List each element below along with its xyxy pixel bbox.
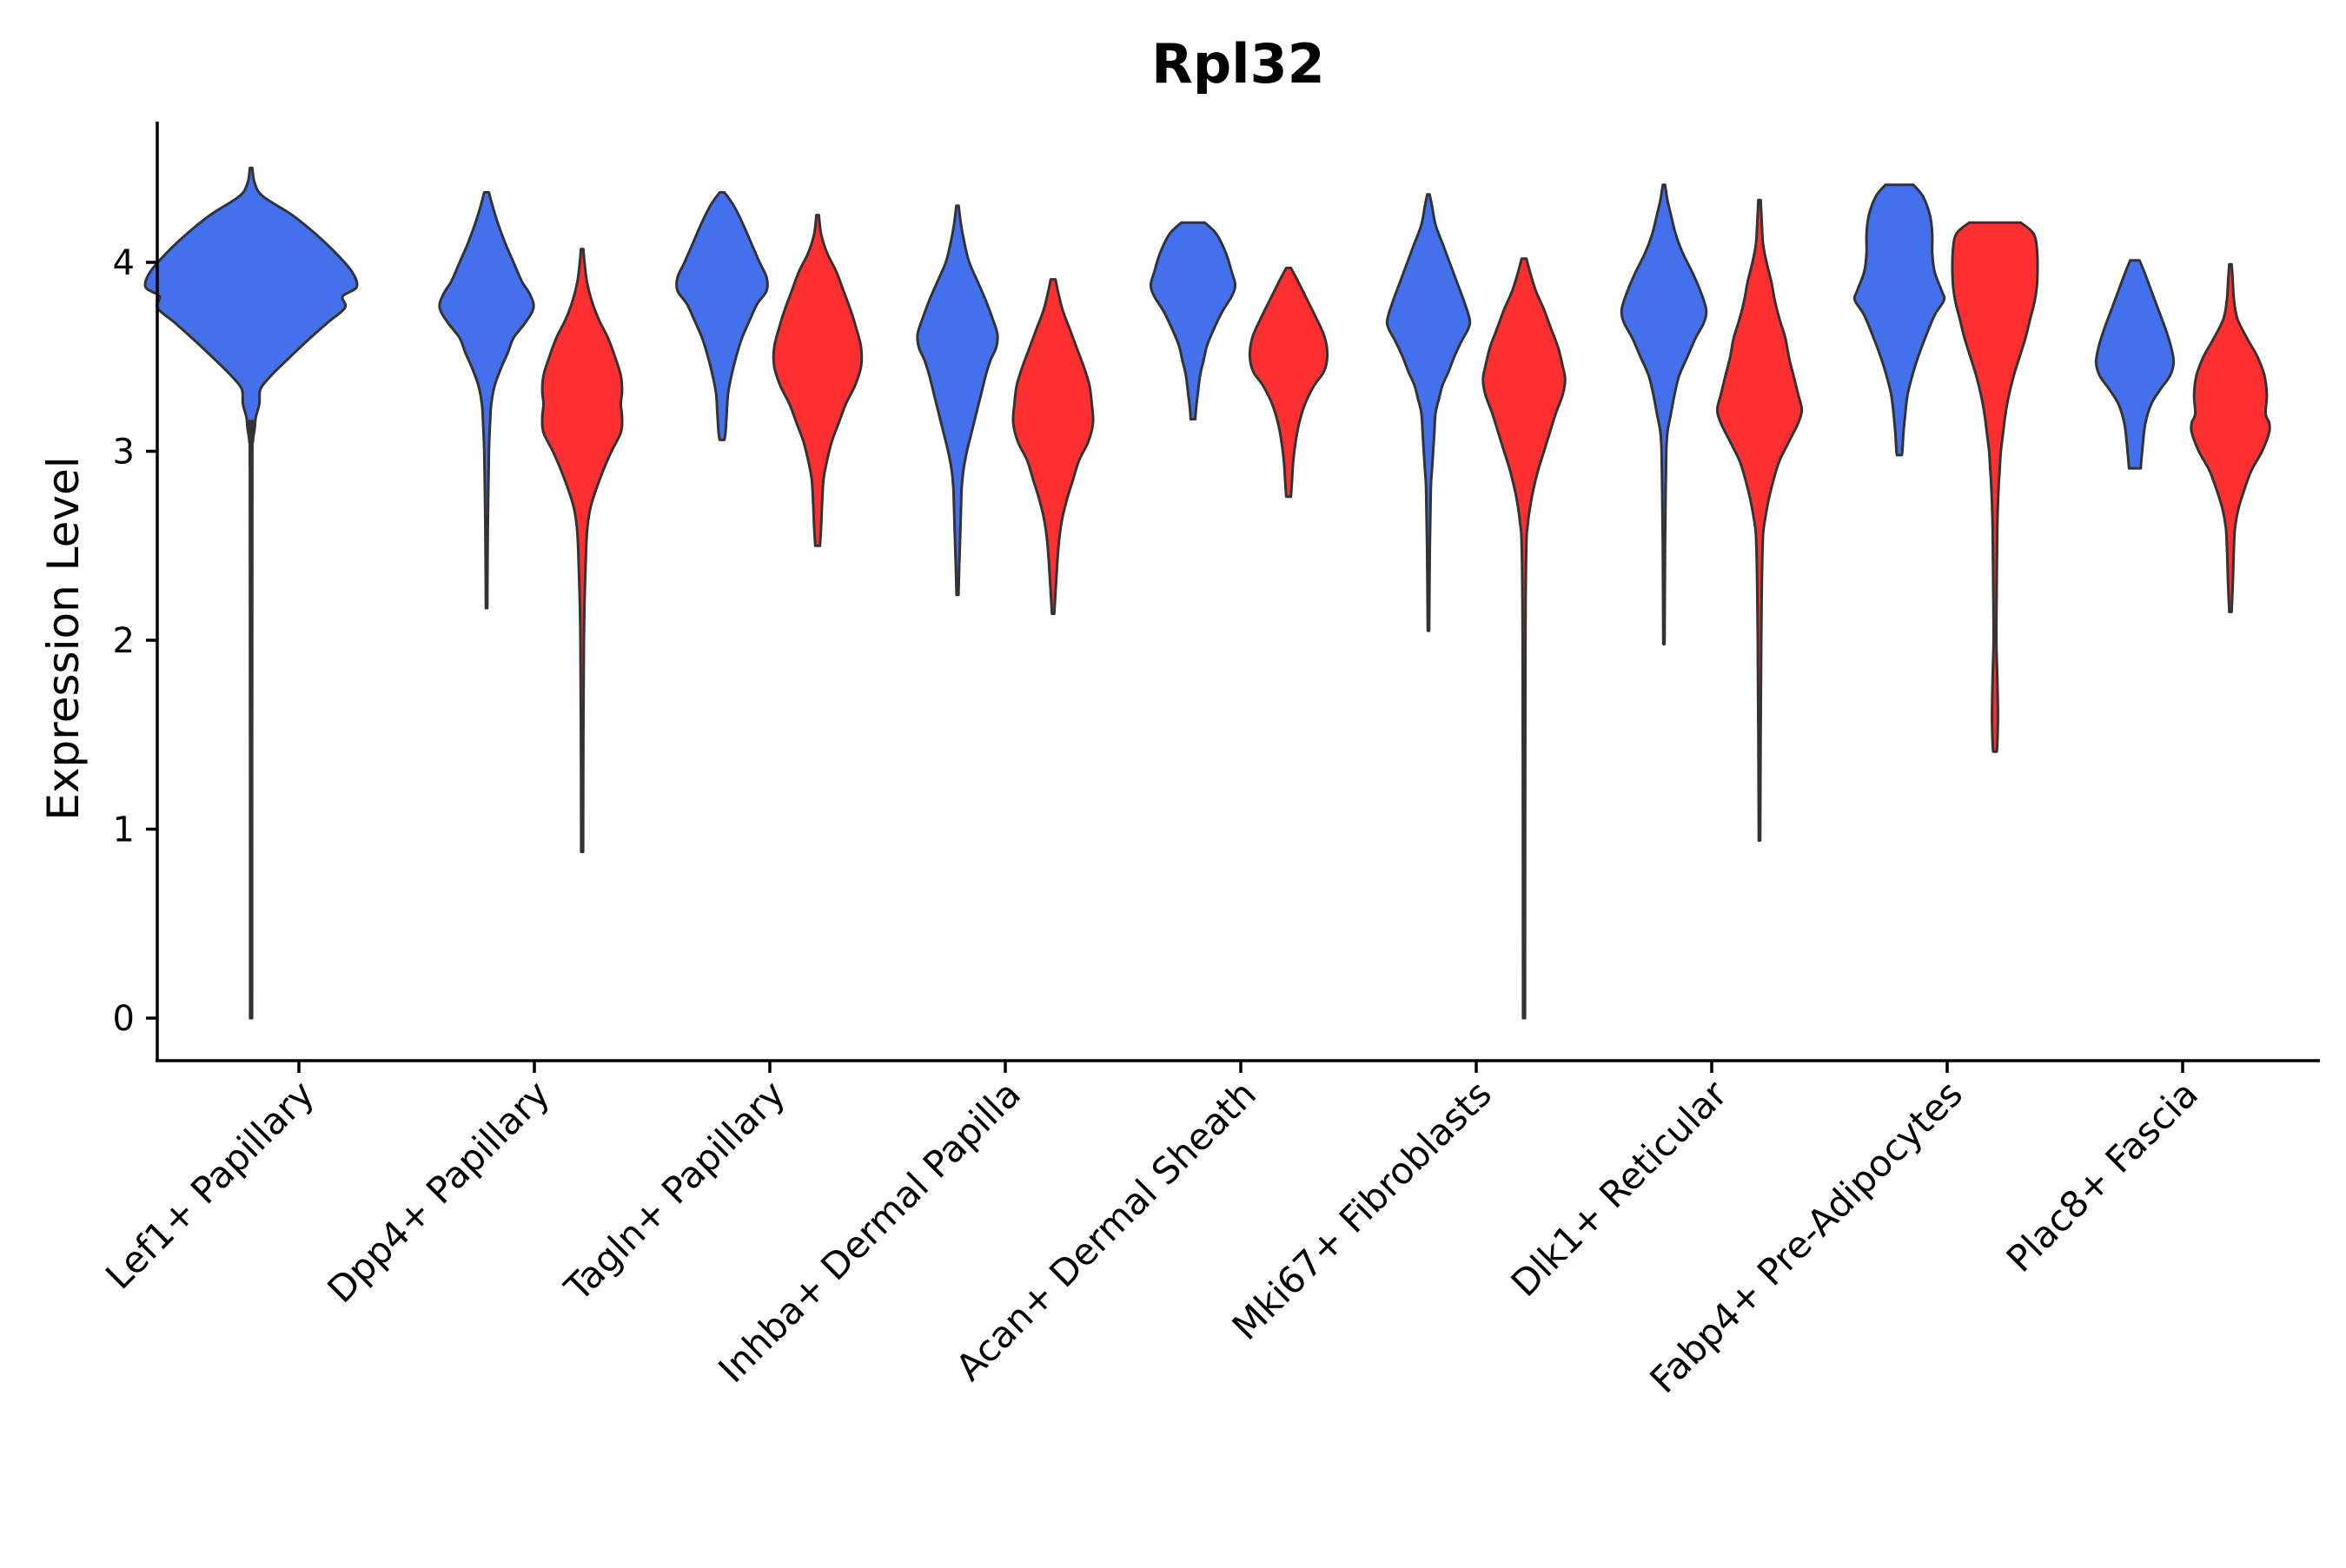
violin-group-1-5 xyxy=(1385,193,1472,632)
violin-group-2-3 xyxy=(1011,278,1095,615)
violin-group-2-1 xyxy=(540,248,624,854)
violin-group-1-6 xyxy=(1620,183,1708,645)
violin-group-2-6 xyxy=(1715,198,1804,842)
y-tick-label: 1 xyxy=(113,810,135,850)
violin-group-1-0 xyxy=(143,166,359,1020)
x-tick-label: Lef1+ Papillary xyxy=(97,1072,322,1297)
y-tick-label: 4 xyxy=(113,243,135,283)
x-tick-label: Dlk1+ Reticular xyxy=(1503,1072,1736,1305)
x-tick-label: Dpp4+ Papillary xyxy=(319,1072,558,1311)
y-tick-label: 2 xyxy=(113,621,135,661)
x-tick-label: Plac8+ Fascia xyxy=(1998,1072,2206,1280)
violin-group-1-8 xyxy=(2094,259,2176,470)
violin-group-2-2 xyxy=(772,214,864,547)
chart-title: Rpl32 xyxy=(1151,32,1325,96)
x-tick-label: Tagln+ Papillary xyxy=(556,1072,793,1309)
violin-group-2-8 xyxy=(2190,262,2271,613)
violin-group-1-2 xyxy=(675,191,769,441)
violin-group-2-7 xyxy=(1951,221,2039,753)
y-axis-label: Expression Level xyxy=(38,456,89,820)
x-tick-label: Mki67+ Fibroblasts xyxy=(1224,1072,1500,1347)
violin-group-1-1 xyxy=(438,191,535,610)
violin-layer xyxy=(143,166,2271,1020)
y-ticks: 0 1 2 3 4 xyxy=(113,243,157,1039)
violin-group-1-7 xyxy=(1852,183,1946,457)
violin-group-2-4 xyxy=(1248,267,1329,499)
violin-group-2-5 xyxy=(1481,257,1567,1020)
y-tick-label: 3 xyxy=(113,433,135,473)
violin-group-1-3 xyxy=(916,204,999,597)
y-tick-label: 0 xyxy=(113,999,135,1039)
violin-group-1-4 xyxy=(1149,221,1237,420)
